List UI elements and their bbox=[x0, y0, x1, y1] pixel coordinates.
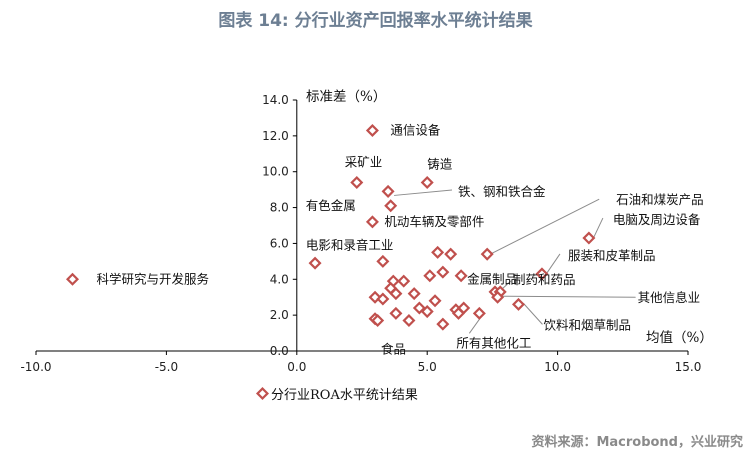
data-label: 采矿业 bbox=[345, 154, 383, 169]
data-point bbox=[436, 317, 450, 331]
axes: -10.0 -5.0 0.0 5.0 10.0 15.0 0.0 2.0 4.0 6.0 8.0 10… bbox=[20, 93, 701, 374]
y-axis-label: 标准差（%） bbox=[306, 89, 386, 105]
y-tick-label: 0.0 bbox=[270, 344, 289, 358]
data-point bbox=[472, 306, 486, 320]
data-label: 金属制品 bbox=[467, 272, 517, 287]
data-point bbox=[420, 175, 434, 189]
data-label: 电影和录音工业 bbox=[306, 237, 394, 252]
y-tick-label: 14.0 bbox=[262, 93, 289, 107]
data-label: 电脑及周边设备 bbox=[613, 212, 701, 227]
chart-title: 图表 14: 分行业资产回报率水平统计结果 bbox=[218, 11, 533, 31]
data-point bbox=[66, 272, 80, 286]
data-point bbox=[402, 314, 416, 328]
data-label: 所有其他化工 bbox=[456, 335, 531, 350]
x-tick-label: 10.0 bbox=[544, 360, 571, 374]
y-tick-label: 8.0 bbox=[270, 201, 289, 215]
data-point bbox=[491, 290, 505, 304]
data-label: 通信设备 bbox=[390, 122, 441, 137]
x-tick-label: -10.0 bbox=[20, 360, 51, 374]
data-point bbox=[511, 297, 525, 311]
data-point bbox=[376, 254, 390, 268]
data-point bbox=[389, 287, 403, 301]
data-label: 石油和煤炭产品 bbox=[616, 192, 704, 207]
x-tick-label: -5.0 bbox=[155, 360, 178, 374]
data-point bbox=[423, 269, 437, 283]
y-tick-label: 12.0 bbox=[262, 129, 289, 143]
data-point bbox=[376, 292, 390, 306]
x-tick-label: 0.0 bbox=[287, 360, 306, 374]
leader-lines bbox=[394, 189, 636, 334]
data-label: 饮料和烟草制品 bbox=[543, 317, 631, 332]
data-point bbox=[431, 245, 445, 259]
data-point bbox=[582, 231, 596, 245]
x-axis-label: 均值（%） bbox=[646, 330, 713, 346]
data-point bbox=[365, 123, 379, 137]
data-point bbox=[480, 247, 494, 261]
data-point bbox=[397, 274, 411, 288]
legend-marker bbox=[255, 386, 270, 401]
data-point bbox=[371, 314, 385, 328]
y-tick-label: 10.0 bbox=[262, 165, 289, 179]
data-point bbox=[535, 267, 549, 281]
data-point bbox=[436, 265, 450, 279]
data-point bbox=[389, 306, 403, 320]
data-point bbox=[428, 294, 442, 308]
y-tick-label: 6.0 bbox=[270, 236, 289, 250]
data-point bbox=[451, 306, 466, 320]
x-tick-label: 15.0 bbox=[675, 360, 702, 374]
leader-line bbox=[502, 295, 636, 298]
legend: 分行业ROA水平统计结果 bbox=[255, 386, 418, 403]
legend-label: 分行业ROA水平统计结果 bbox=[271, 388, 418, 403]
data-label: 机动车辆及零部件 bbox=[384, 214, 484, 229]
y-tick-label: 4.0 bbox=[270, 272, 289, 286]
data-point bbox=[420, 305, 434, 319]
data-label: 制药和药品 bbox=[513, 272, 576, 287]
y-tick-label: 2.0 bbox=[270, 308, 289, 322]
source-note: 资料来源：Macrobond，兴业研究 bbox=[531, 435, 743, 450]
x-tick-label: 5.0 bbox=[418, 360, 437, 374]
data-point bbox=[407, 287, 421, 301]
data-point bbox=[454, 269, 468, 283]
data-point bbox=[381, 184, 395, 198]
leader-line bbox=[546, 253, 561, 274]
data-label: 食品 bbox=[381, 342, 406, 357]
data-label: 有色金属 bbox=[306, 198, 356, 213]
leader-line bbox=[491, 198, 600, 254]
data-point bbox=[384, 199, 398, 213]
data-point bbox=[365, 215, 379, 229]
data-point bbox=[350, 175, 364, 189]
data-markers bbox=[66, 123, 596, 331]
leader-line bbox=[523, 303, 543, 325]
data-label: 服装和皮革制品 bbox=[568, 248, 656, 263]
leader-line bbox=[593, 217, 604, 238]
data-label: 科学研究与开发服务 bbox=[97, 271, 210, 286]
data-point bbox=[444, 247, 458, 261]
data-label: 其他信息业 bbox=[638, 290, 701, 305]
data-label: 铁、钢和铁合金 bbox=[458, 184, 546, 199]
leader-line bbox=[394, 189, 453, 196]
data-label: 铸造 bbox=[427, 156, 453, 171]
data-point bbox=[308, 256, 322, 270]
